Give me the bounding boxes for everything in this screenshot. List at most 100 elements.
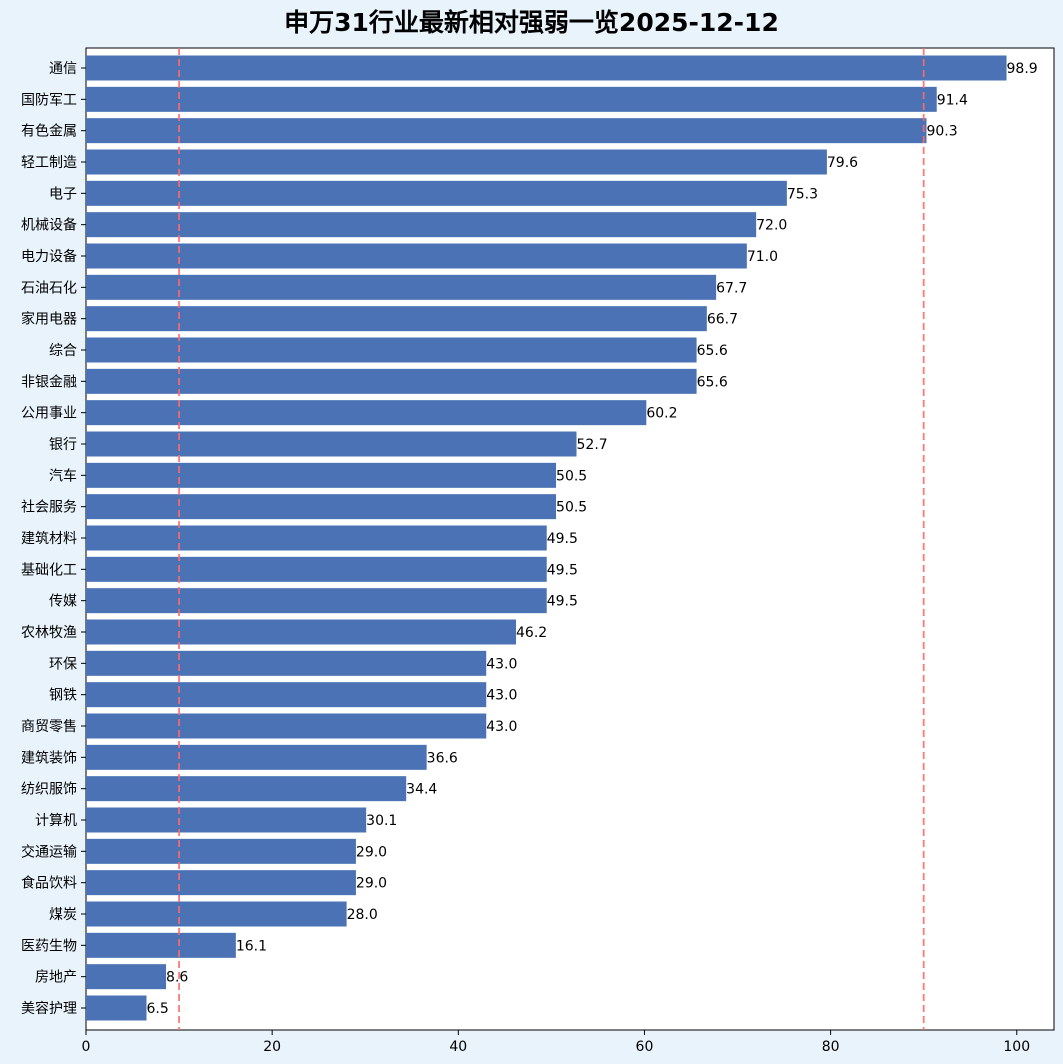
data-label-汽车: 50.5	[556, 468, 587, 484]
bar-电子	[86, 180, 787, 206]
bar-商贸零售	[86, 713, 487, 739]
data-label-社会服务: 50.5	[556, 500, 587, 516]
x-tick-label-0: 0	[82, 1039, 91, 1055]
y-tick-label-交通运输: 交通运输	[21, 843, 77, 860]
data-label-有色金属: 90.3	[926, 124, 957, 140]
bar-公用事业	[86, 400, 647, 426]
x-tick-label-60: 60	[636, 1039, 654, 1055]
data-label-房地产: 8.6	[166, 970, 188, 986]
bar-有色金属	[86, 118, 927, 144]
y-tick-label-医药生物: 医药生物	[21, 938, 77, 954]
data-label-通信: 98.9	[1007, 61, 1038, 77]
bar-房地产	[86, 964, 167, 990]
data-labels-group: 98.9 91.4 90.3 79.6 75.372.0 71.067.7 66.7 65.6…	[147, 61, 1038, 1017]
y-tick-label-国防军工: 国防军工	[21, 92, 77, 108]
bar-食品饮料	[86, 870, 356, 896]
bar-建筑装饰	[86, 744, 427, 770]
data-label-煤炭: 28.0	[347, 907, 378, 923]
reference-lines	[178, 48, 925, 1030]
y-tick-label-机械设备: 机械设备	[21, 217, 77, 234]
y-tick-label-有色金属: 有色金属	[21, 123, 77, 140]
bar-社会服务	[86, 494, 557, 520]
bar-石油石化	[86, 274, 717, 300]
y-tick-label-建筑材料: 建筑材料	[21, 531, 77, 547]
y-tick-label-电力设备: 电力设备	[21, 248, 77, 265]
y-tick-label-综合: 综合	[49, 343, 77, 359]
data-label-钢铁: 43.0	[486, 688, 517, 704]
data-label-公用事业: 60.2	[646, 406, 677, 422]
y-tick-label-煤炭: 煤炭	[49, 907, 77, 923]
bar-银行	[86, 431, 577, 457]
y-tick-label-电子: 电子	[49, 186, 77, 202]
bar-煤炭	[86, 901, 347, 927]
y-tick-label-公用事业: 公用事业	[21, 406, 77, 422]
bar-计算机	[86, 807, 367, 833]
y-tick-label-汽车: 汽车	[49, 467, 77, 484]
y-tick-label-商贸零售: 商贸零售	[21, 719, 77, 735]
bar-医药生物	[86, 932, 236, 958]
bar-基础化工	[86, 556, 547, 582]
data-label-纺织服饰: 34.4	[406, 782, 437, 798]
data-label-机械设备: 72.0	[756, 218, 787, 234]
bars-group	[86, 55, 1007, 1021]
y-tick-label-钢铁: 钢铁	[49, 688, 77, 704]
y-tick-label-农林牧渔: 农林牧渔	[21, 625, 77, 641]
data-label-美容护理: 6.5	[147, 1001, 169, 1017]
y-tick-label-石油石化: 石油石化	[21, 280, 77, 296]
bar-汽车	[86, 462, 557, 488]
data-label-综合: 65.6	[697, 343, 728, 359]
bar-家用电器	[86, 306, 707, 332]
data-label-非银金融: 65.6	[697, 374, 728, 390]
y-tick-label-纺织服饰: 纺织服饰	[21, 782, 77, 798]
x-tick-label-100: 100	[1003, 1039, 1030, 1055]
x-tick-label-20: 20	[263, 1039, 281, 1055]
bar-通信	[86, 55, 1007, 81]
y-tick-label-轻工制造: 轻工制造	[21, 155, 77, 171]
bar-机械设备	[86, 212, 757, 238]
bar-国防军工	[86, 86, 937, 112]
bar-综合	[86, 337, 697, 363]
chart-title: 申万31行业最新相对强弱一览2025-12-12	[284, 8, 779, 37]
y-axis: 通信国防军工有色金属轻工制造电子机械设备电力设备石油石化家用电器综合非银金融公用…	[21, 61, 86, 1017]
y-tick-label-美容护理: 美容护理	[21, 1000, 77, 1017]
bar-电力设备	[86, 243, 747, 269]
data-label-计算机: 30.1	[366, 813, 397, 829]
data-label-电力设备: 71.0	[747, 249, 778, 265]
x-tick-label-40: 40	[449, 1039, 467, 1055]
y-tick-label-传媒: 传媒	[49, 594, 77, 610]
y-tick-label-房地产: 房地产	[35, 970, 77, 986]
y-tick-label-食品饮料: 食品饮料	[21, 875, 77, 892]
bar-传媒	[86, 588, 547, 614]
data-label-建筑装饰: 36.6	[427, 750, 458, 766]
data-label-石油石化: 67.7	[716, 280, 747, 296]
data-label-商贸零售: 43.0	[486, 719, 517, 735]
bar-美容护理	[86, 995, 147, 1021]
data-label-建筑材料: 49.5	[547, 531, 578, 547]
data-label-银行: 52.7	[577, 437, 608, 453]
bar-交通运输	[86, 838, 356, 864]
data-label-基础化工: 49.5	[547, 562, 578, 578]
bar-环保	[86, 650, 487, 676]
data-label-传媒: 49.5	[547, 594, 578, 610]
data-label-食品饮料: 29.0	[356, 876, 387, 892]
x-tick-label-80: 80	[822, 1039, 840, 1055]
data-label-医药生物: 16.1	[236, 938, 267, 954]
bar-非银金融	[86, 368, 697, 394]
y-tick-label-通信: 通信	[49, 61, 77, 77]
data-label-电子: 75.3	[787, 186, 818, 202]
bar-钢铁	[86, 682, 487, 708]
x-axis: 0 20 40 60 80 100	[82, 1030, 1030, 1055]
bar-轻工制造	[86, 149, 827, 175]
data-label-轻工制造: 79.6	[827, 155, 858, 171]
y-tick-label-环保: 环保	[49, 656, 77, 672]
data-label-交通运输: 29.0	[356, 844, 387, 860]
y-tick-label-非银金融: 非银金融	[21, 374, 77, 390]
y-tick-label-计算机: 计算机	[35, 813, 77, 829]
y-tick-label-基础化工: 基础化工	[21, 561, 77, 578]
y-tick-label-建筑装饰: 建筑装饰	[21, 750, 77, 766]
y-tick-label-家用电器: 家用电器	[21, 311, 77, 328]
y-tick-label-社会服务: 社会服务	[21, 500, 77, 516]
data-label-农林牧渔: 46.2	[516, 625, 547, 641]
data-label-环保: 43.0	[486, 656, 517, 672]
bar-农林牧渔	[86, 619, 517, 645]
